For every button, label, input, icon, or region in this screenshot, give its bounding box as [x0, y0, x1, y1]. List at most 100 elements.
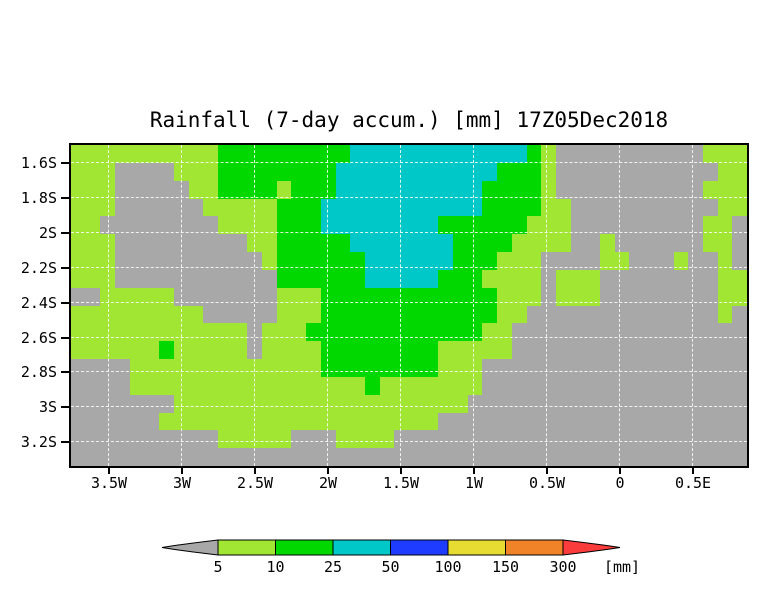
heatmap-cell [350, 216, 365, 235]
heatmap-cell [482, 341, 498, 359]
heatmap-cell [379, 359, 395, 377]
heatmap-cell [350, 252, 365, 270]
heatmap-cell [614, 269, 630, 288]
heatmap-cell [291, 394, 307, 413]
heatmap-cell [144, 323, 160, 342]
heatmap-cell [203, 323, 218, 342]
heatmap-cell [585, 341, 601, 359]
heatmap-cell [350, 198, 365, 217]
y-axis-tick [61, 162, 69, 164]
heatmap-cell [570, 162, 586, 181]
heatmap-cell [497, 305, 512, 324]
heatmap-cell [144, 162, 160, 181]
x-axis-tick [619, 466, 621, 474]
heatmap-cell [482, 287, 498, 306]
heatmap-cell [291, 376, 307, 395]
heatmap-cell [555, 145, 571, 163]
heatmap-cell [702, 323, 718, 342]
heatmap-cell [497, 394, 512, 413]
heatmap-cell [364, 216, 380, 235]
heatmap-cell [688, 341, 703, 359]
heatmap-cell [394, 323, 409, 342]
heatmap-cell [129, 412, 145, 431]
heatmap-cell [408, 162, 424, 181]
heatmap-cell [614, 252, 630, 270]
heatmap-cell [732, 323, 747, 342]
heatmap-cell [188, 198, 204, 217]
heatmap-cell [467, 341, 483, 359]
heatmap-cell [115, 341, 130, 359]
heatmap-cell [467, 198, 483, 217]
heatmap-cell [188, 162, 204, 181]
heatmap-cell [203, 305, 218, 324]
heatmap-cell [85, 180, 101, 199]
heatmap-cell [159, 252, 174, 270]
heatmap-cell [262, 359, 277, 377]
heatmap-cell [203, 287, 218, 306]
latitude-gridline [71, 406, 747, 408]
heatmap-cell [629, 412, 645, 431]
heatmap-cell [570, 252, 586, 270]
heatmap-cell [394, 252, 409, 270]
heatmap-cell [658, 180, 674, 199]
heatmap-cell [232, 323, 248, 342]
heatmap-cell [453, 198, 468, 217]
heatmap-cell [144, 359, 160, 377]
heatmap-cell [85, 287, 101, 306]
heatmap-cell [379, 412, 395, 431]
heatmap-cell [658, 269, 674, 288]
heatmap-cell [291, 252, 307, 270]
heatmap-cell [335, 180, 351, 199]
heatmap-cell [423, 269, 439, 288]
heatmap-cell [497, 359, 512, 377]
heatmap-cell [702, 234, 718, 252]
heatmap-cell [453, 234, 468, 252]
heatmap-cell [629, 305, 645, 324]
heatmap-cell [688, 145, 703, 163]
heatmap-cell [408, 323, 424, 342]
heatmap-cell [438, 448, 454, 466]
heatmap-cell [129, 198, 145, 217]
heatmap-cell [570, 287, 586, 306]
heatmap-cell [702, 198, 718, 217]
heatmap-cell [291, 198, 307, 217]
heatmap-cell [717, 323, 733, 342]
heatmap-cell [276, 323, 292, 342]
heatmap-cell [217, 198, 233, 217]
heatmap-cell [291, 180, 307, 199]
heatmap-cell [320, 394, 336, 413]
heatmap-cell [408, 394, 424, 413]
heatmap-cell [526, 341, 542, 359]
heatmap-cell [732, 341, 747, 359]
heatmap-cell [702, 269, 718, 288]
heatmap-cell [144, 305, 160, 324]
heatmap-cell [232, 287, 248, 306]
latitude-gridline [71, 162, 747, 163]
heatmap-cell [526, 376, 542, 395]
heatmap-cell [188, 252, 204, 270]
heatmap-cell [85, 305, 101, 324]
heatmap-cell [438, 305, 454, 324]
heatmap-cell [306, 412, 321, 431]
heatmap-cell [408, 359, 424, 377]
longitude-gridline [619, 145, 620, 466]
heatmap-cell [600, 216, 615, 235]
heatmap-cell [585, 394, 601, 413]
heatmap-cell [658, 234, 674, 252]
heatmap-cell [276, 162, 292, 181]
heatmap-cell [629, 162, 645, 181]
heatmap-cell [262, 234, 277, 252]
heatmap-cell [262, 198, 277, 217]
heatmap-cell [614, 341, 630, 359]
heatmap-cell [85, 376, 101, 395]
heatmap-cell [732, 359, 747, 377]
x-axis-tick [692, 466, 694, 474]
heatmap-cell [423, 341, 439, 359]
heatmap-cell [217, 394, 233, 413]
heatmap-cell [71, 448, 86, 466]
heatmap-cell [364, 180, 380, 199]
heatmap-cell [144, 145, 160, 163]
heatmap-cell [408, 269, 424, 288]
heatmap-cell [188, 323, 204, 342]
heatmap-cell [658, 198, 674, 217]
